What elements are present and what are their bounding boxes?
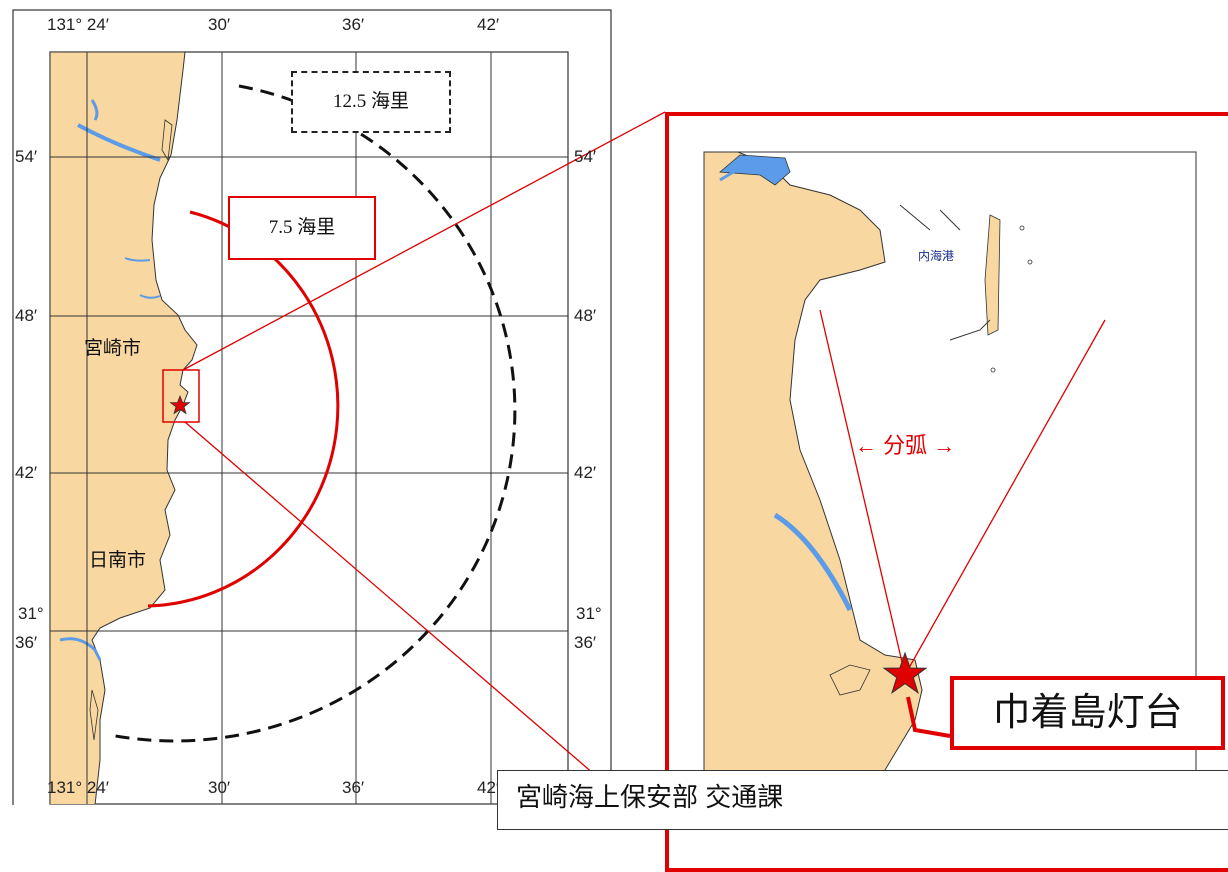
tick-lon-bottom-1: 131° 24′ <box>47 778 109 797</box>
lighthouse-pointer <box>906 696 951 738</box>
inset-river <box>773 512 853 612</box>
tick-lat-left-31: 31° <box>18 604 44 623</box>
place-miyazaki: 宮崎市 <box>84 338 142 359</box>
chart-canvas <box>12 9 666 805</box>
tick-lon-top-4: 42′ <box>477 15 500 34</box>
leader-line-bottom <box>184 421 631 805</box>
lighthouse-star-icon <box>169 394 191 415</box>
credit-box: 宮崎海上保安部 交通課 <box>497 770 1228 830</box>
lighthouse-locator-box <box>162 369 200 423</box>
tick-lat-right-31: 31° <box>576 604 602 623</box>
harbor-label: 内海港 <box>918 249 955 263</box>
inset-water <box>718 154 791 186</box>
tick-lat-left-54: 54′ <box>15 147 38 166</box>
leader-line-top <box>182 111 666 371</box>
tick-lon-bottom-2: 30′ <box>208 778 231 797</box>
lighthouse-label: 巾着島灯台 <box>950 676 1225 750</box>
lighthouse-star-large-icon <box>882 651 928 695</box>
tick-lat-right-48: 48′ <box>574 306 597 325</box>
tick-lat-left-48: 48′ <box>15 306 38 325</box>
grid <box>50 52 568 804</box>
tick-lon-top-2: 30′ <box>208 15 231 34</box>
tick-lon-bottom-3: 36′ <box>342 778 365 797</box>
tick-lat-right-54: 54′ <box>574 147 597 166</box>
tick-lon-top-3: 36′ <box>342 15 365 34</box>
tick-lon-top-1: 131° 24′ <box>47 15 109 34</box>
tick-lat-right-42: 42′ <box>574 463 597 482</box>
range-label-7-5: 7.5 海里 <box>228 196 376 260</box>
tick-lat-left-42: 42′ <box>15 463 38 482</box>
tick-lon-bottom-4: 42′ <box>477 778 500 797</box>
range-label-12-5: 12.5 海里 <box>291 71 451 133</box>
tick-lat-right-36: 36′ <box>574 633 597 652</box>
range-arc-12-5 <box>109 84 517 743</box>
sector-label: ← 分弧 → <box>855 433 956 458</box>
inset-land <box>704 152 923 805</box>
sector-line-left <box>819 309 906 676</box>
sector-line-right <box>904 319 1106 676</box>
place-nichinan: 日南市 <box>89 550 147 571</box>
tick-lat-left-36: 36′ <box>15 633 38 652</box>
